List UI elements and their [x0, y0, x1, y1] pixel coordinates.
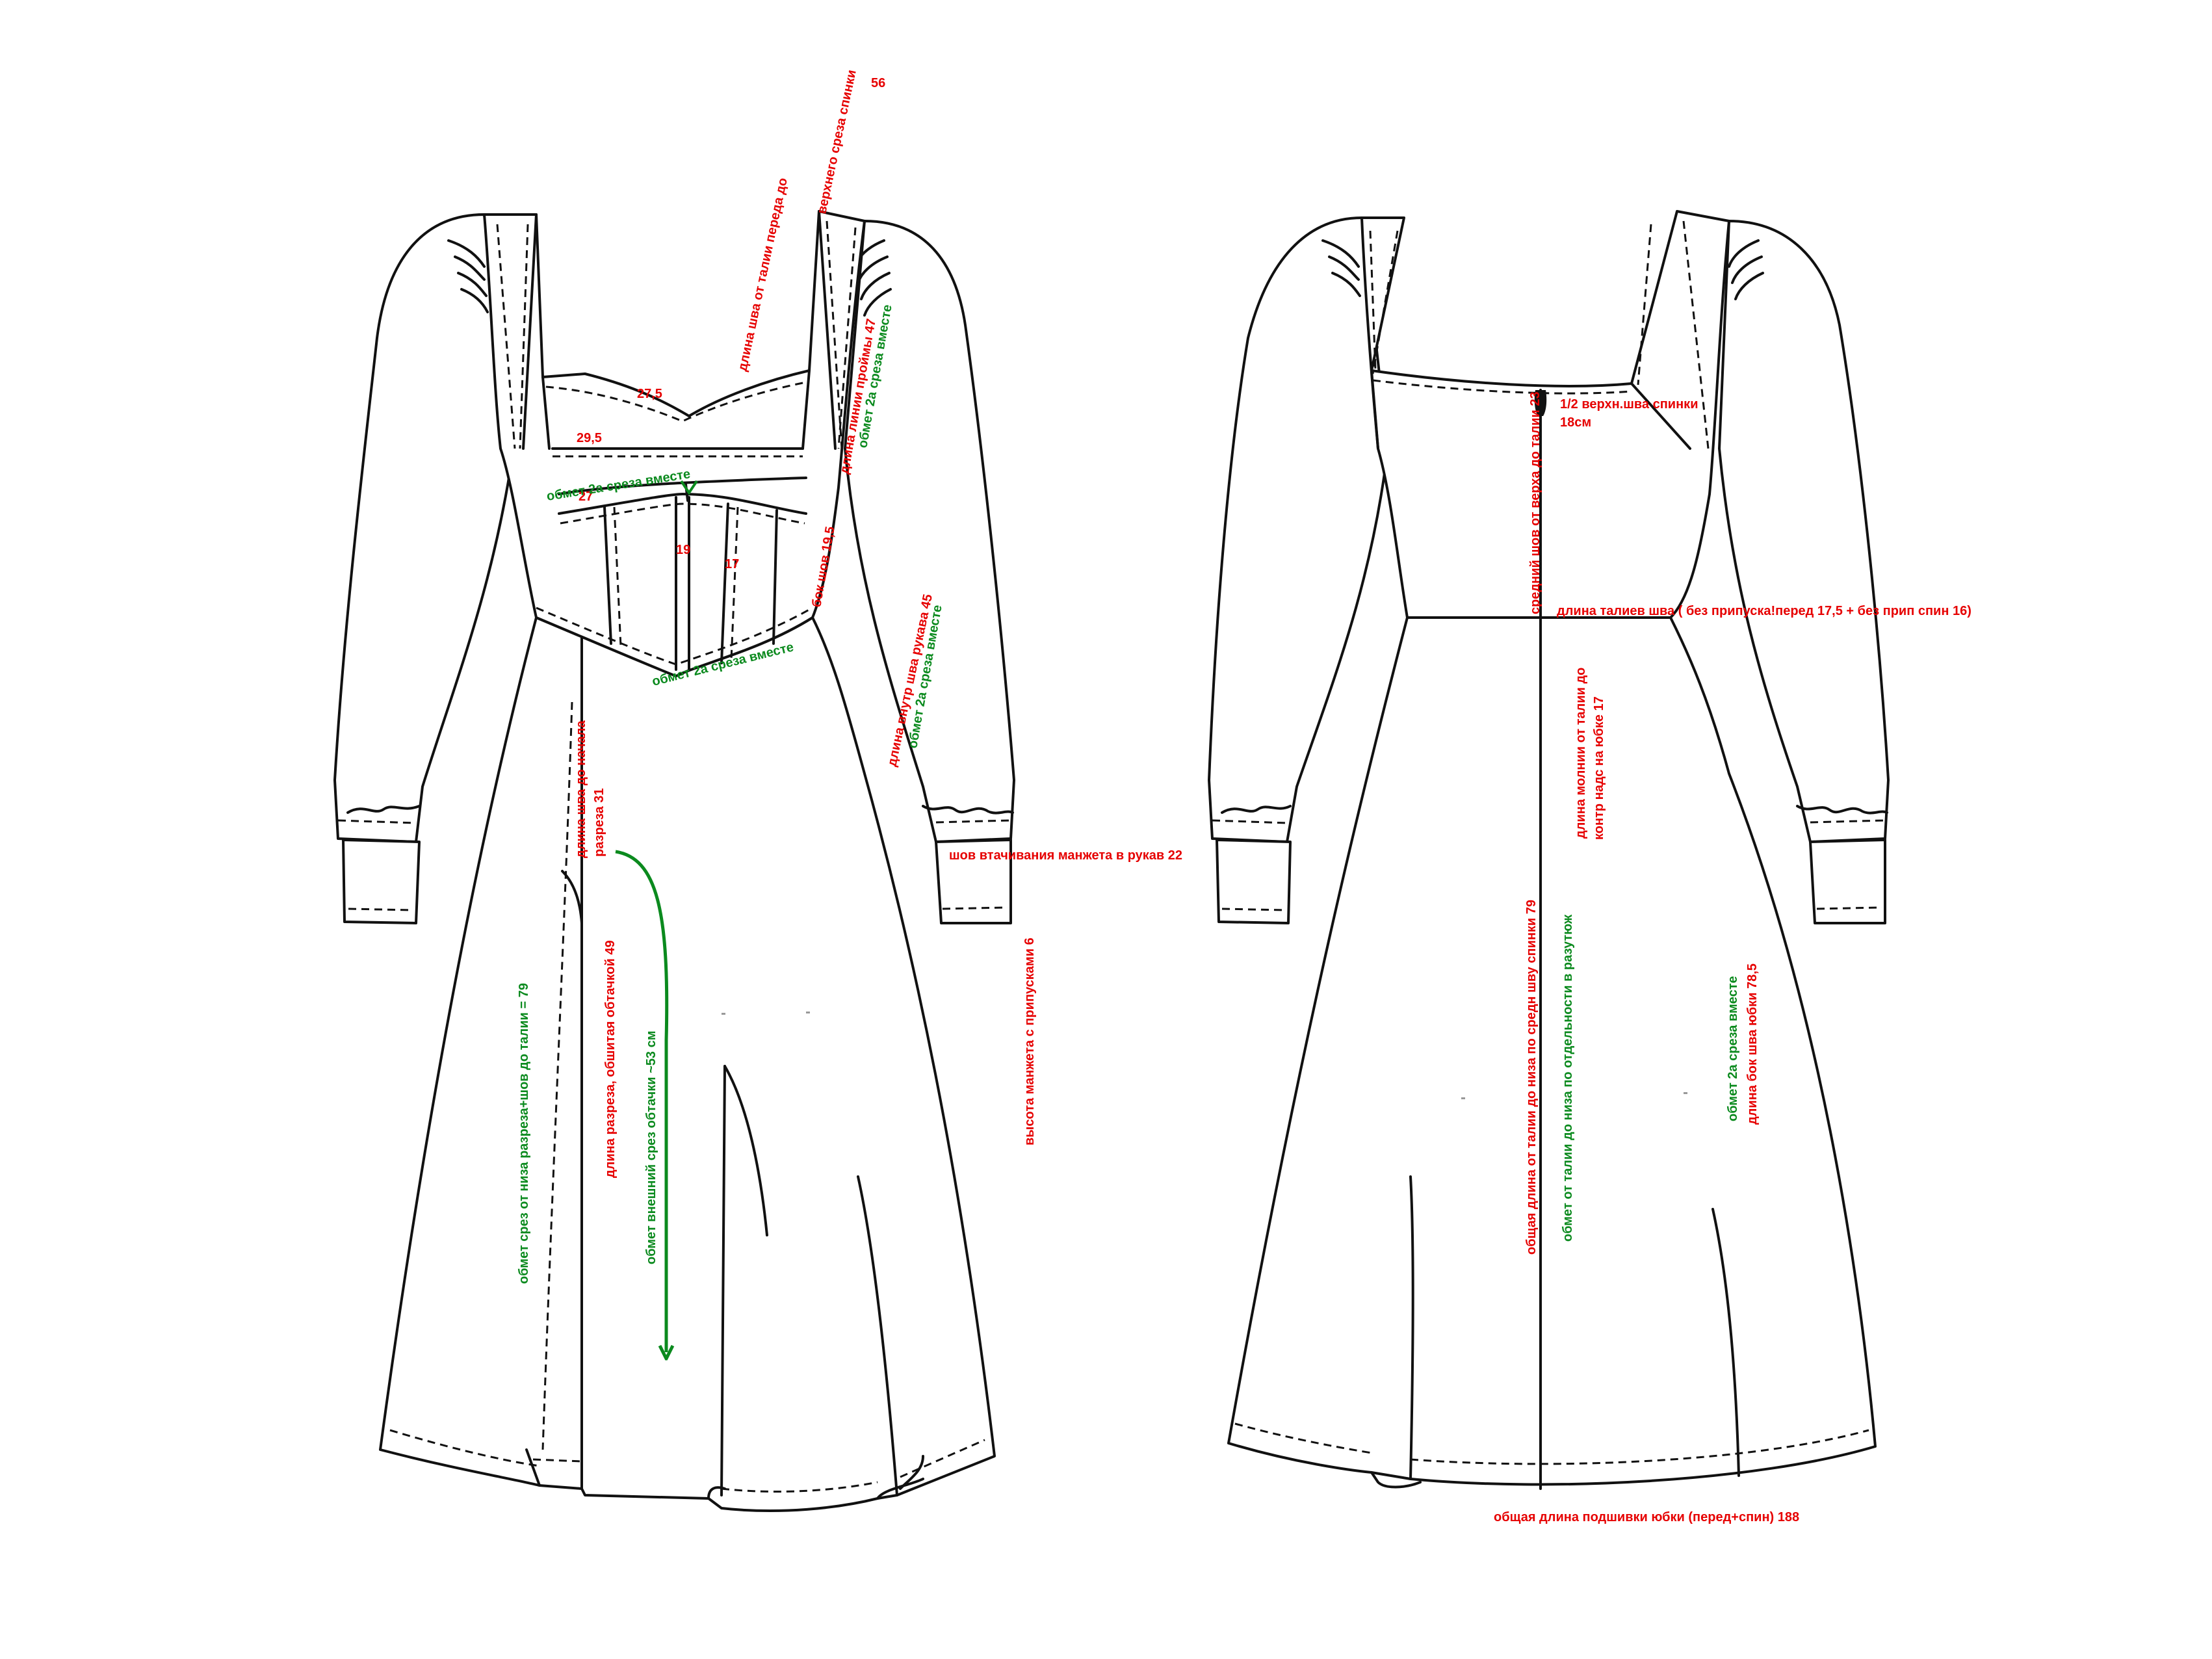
front-skirt	[379, 616, 996, 1512]
faint-marks	[722, 1012, 1687, 1099]
front-lower-band-value: 27	[579, 490, 593, 504]
front-slit-start-label-b: разреза 31	[592, 789, 606, 857]
back-zipper-label-b: контр надс на юбке 17	[1592, 696, 1606, 840]
front-right-cuff	[935, 839, 1012, 924]
front-top-length-label-b: верхнего среза спинки	[814, 68, 859, 215]
front-top-length-value: 56	[871, 76, 885, 90]
front-cuff-seam-label: шов втачивания манжета в рукав 22	[949, 848, 1182, 863]
back-zipper-label-a: длина молнии от талии до	[1574, 668, 1588, 839]
front-right-sleeve	[844, 220, 1015, 843]
back-view	[1208, 210, 1890, 1490]
front-left-sleeve	[333, 213, 515, 843]
front-bodice	[483, 210, 866, 677]
back-side-skirt-label: длина бок шва юбки 78,5	[1745, 963, 1760, 1125]
back-half-top-label-a: 1/2 верхн.шва спинки	[1560, 397, 1698, 411]
back-hem-label: общая длина подшивки юбки (перед+спин) 1…	[1494, 1510, 1799, 1524]
front-slit-start-label-a: длина шва до начала	[574, 720, 588, 858]
front-view	[333, 210, 1015, 1512]
back-side-overlock: обмет 2а среза вместе	[1726, 976, 1740, 1121]
front-slit-length-label: длина разреза, обшитая обтачкой 49	[603, 940, 618, 1178]
back-right-sleeve	[1718, 220, 1890, 843]
back-right-cuff	[1809, 839, 1886, 924]
front-left-cuff	[342, 839, 421, 924]
front-top-length-label-a: длина шва от талии переда до	[735, 177, 790, 372]
front-neckline-value: 27,5	[637, 387, 662, 401]
front-slit-overlock: обмет срез от низа разреза+шов до талии …	[517, 983, 531, 1284]
front-facing-overlock: обмет внешний срез обтачки ~53 см	[644, 1030, 658, 1264]
back-waist-seam-label: длина талиев шва ( без припуска!перед 17…	[1557, 604, 1971, 618]
back-left-sleeve	[1208, 216, 1389, 843]
back-left-cuff	[1216, 839, 1292, 924]
front-panel-center-value: 19	[676, 543, 690, 557]
front-cuff-height-label: высота манжета с припусками 6	[1022, 937, 1037, 1145]
back-total-center-label: общая длина от талии до низа по средн шв…	[1524, 900, 1539, 1255]
back-bodice	[1360, 210, 1730, 619]
back-half-top-label-b: 18см	[1560, 415, 1591, 430]
front-panel-side-value: 17	[725, 557, 739, 571]
back-skirt	[1227, 616, 1877, 1486]
back-center-seam-label: средний шов от верха до талии 23	[1528, 391, 1542, 614]
back-total-separate-label: обмет от талии до низа по отдельности в …	[1561, 914, 1575, 1242]
front-upper-band-value: 29,5	[577, 431, 602, 445]
